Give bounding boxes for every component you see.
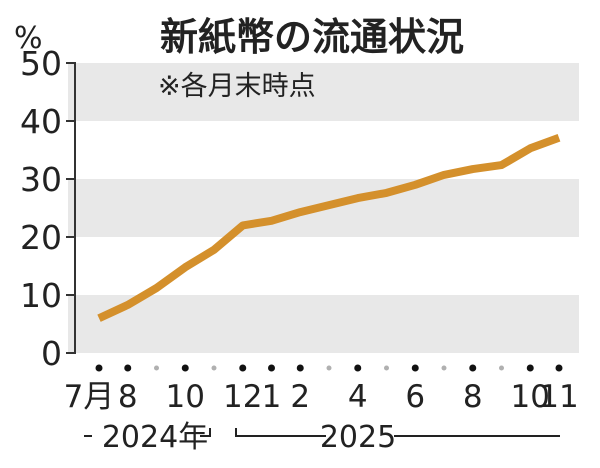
month-dot (154, 365, 159, 371)
month-dot (296, 364, 304, 372)
month-dot (354, 364, 362, 372)
y-axis: 0 10 20 30 40 50 (20, 44, 76, 373)
x-tick-label: 11 (539, 379, 578, 415)
year-group-labels: 2024年 2025 (84, 420, 560, 455)
y-tick-label: 30 (20, 160, 62, 199)
month-dot (411, 364, 419, 372)
y-unit-label: % (14, 21, 43, 56)
month-dot (499, 365, 504, 371)
x-tick-label: 12 (223, 379, 262, 415)
y-tick-label: 40 (20, 102, 62, 141)
month-dot (211, 365, 217, 371)
month-dot (555, 364, 563, 372)
y-tick-label: 50 (20, 44, 62, 83)
chart-subtitle: ※各月末時点 (158, 71, 316, 102)
year-label-2025: 2025 (320, 420, 396, 455)
month-dot (268, 364, 275, 372)
x-tick-label: 6 (405, 379, 425, 415)
month-dot (239, 364, 247, 372)
x-tick-label: 8 (118, 379, 138, 415)
y-tick-label: 20 (20, 218, 62, 257)
month-dot (469, 364, 477, 372)
y-tick-label: 0 (41, 334, 62, 373)
y-tick-label: 10 (20, 276, 62, 315)
month-dot (441, 365, 447, 371)
x-tick-label: 10 (166, 379, 205, 415)
month-dot (181, 364, 189, 372)
month-dot (326, 365, 332, 371)
band (68, 63, 579, 121)
x-tick-label: 8 (463, 379, 483, 415)
data-line (97, 134, 561, 322)
month-dot (526, 364, 534, 372)
x-tick-label: 10 (511, 379, 550, 415)
month-dot (95, 364, 103, 372)
x-tick-label: 2 (290, 379, 310, 415)
x-tick-label: 4 (348, 379, 368, 415)
month-dot (124, 364, 132, 372)
year-label-2024: 2024年 (102, 420, 208, 455)
x-tick-label: 7月 (64, 379, 115, 415)
month-dot (384, 365, 389, 371)
band (68, 295, 579, 353)
x-tick-label: 1 (262, 379, 282, 415)
x-axis-month-dots (95, 364, 563, 372)
chart-title: 新紙幣の流通状況 (160, 15, 464, 59)
